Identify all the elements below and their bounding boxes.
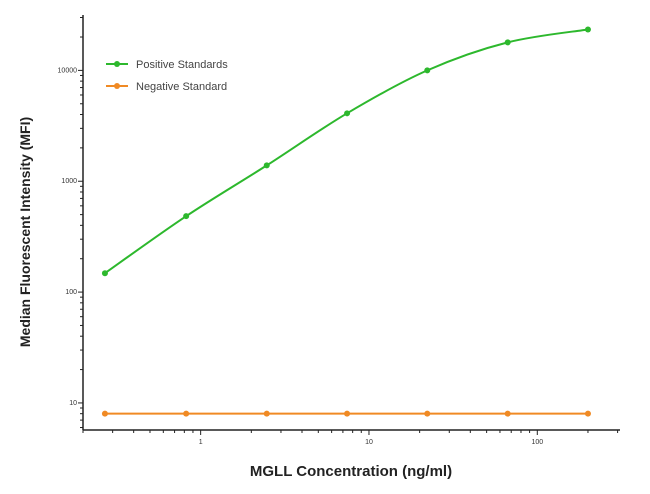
data-point [183,410,190,417]
data-point [424,410,431,417]
data-point [101,410,108,417]
legend-marker [114,61,120,67]
y-tick-label: 1000 [61,178,77,185]
legend-label: Positive Standards [136,59,228,71]
data-point [504,410,511,417]
x-tick-label: 10 [365,439,373,446]
data-point [344,410,351,417]
data-point [424,67,431,74]
x-tick-label: 1 [199,439,203,446]
y-tick-label: 10000 [58,67,78,74]
data-point [584,410,591,417]
data-point [101,270,108,277]
x-tick-label: 100 [531,439,543,446]
data-point [263,162,270,169]
data-point [584,26,591,33]
x-axis-title: MGLL Concentration (ng/ml) [250,463,452,480]
data-point [263,410,270,417]
legend-marker [114,83,120,89]
data-point [183,213,190,220]
data-point [344,110,351,117]
data-point [504,39,511,46]
y-axis-title: Median Fluorescent Intensity (MFI) [17,117,33,347]
y-tick-label: 10 [69,400,77,407]
y-tick-label: 100 [65,289,77,296]
legend-label: Negative Standard [136,81,227,93]
